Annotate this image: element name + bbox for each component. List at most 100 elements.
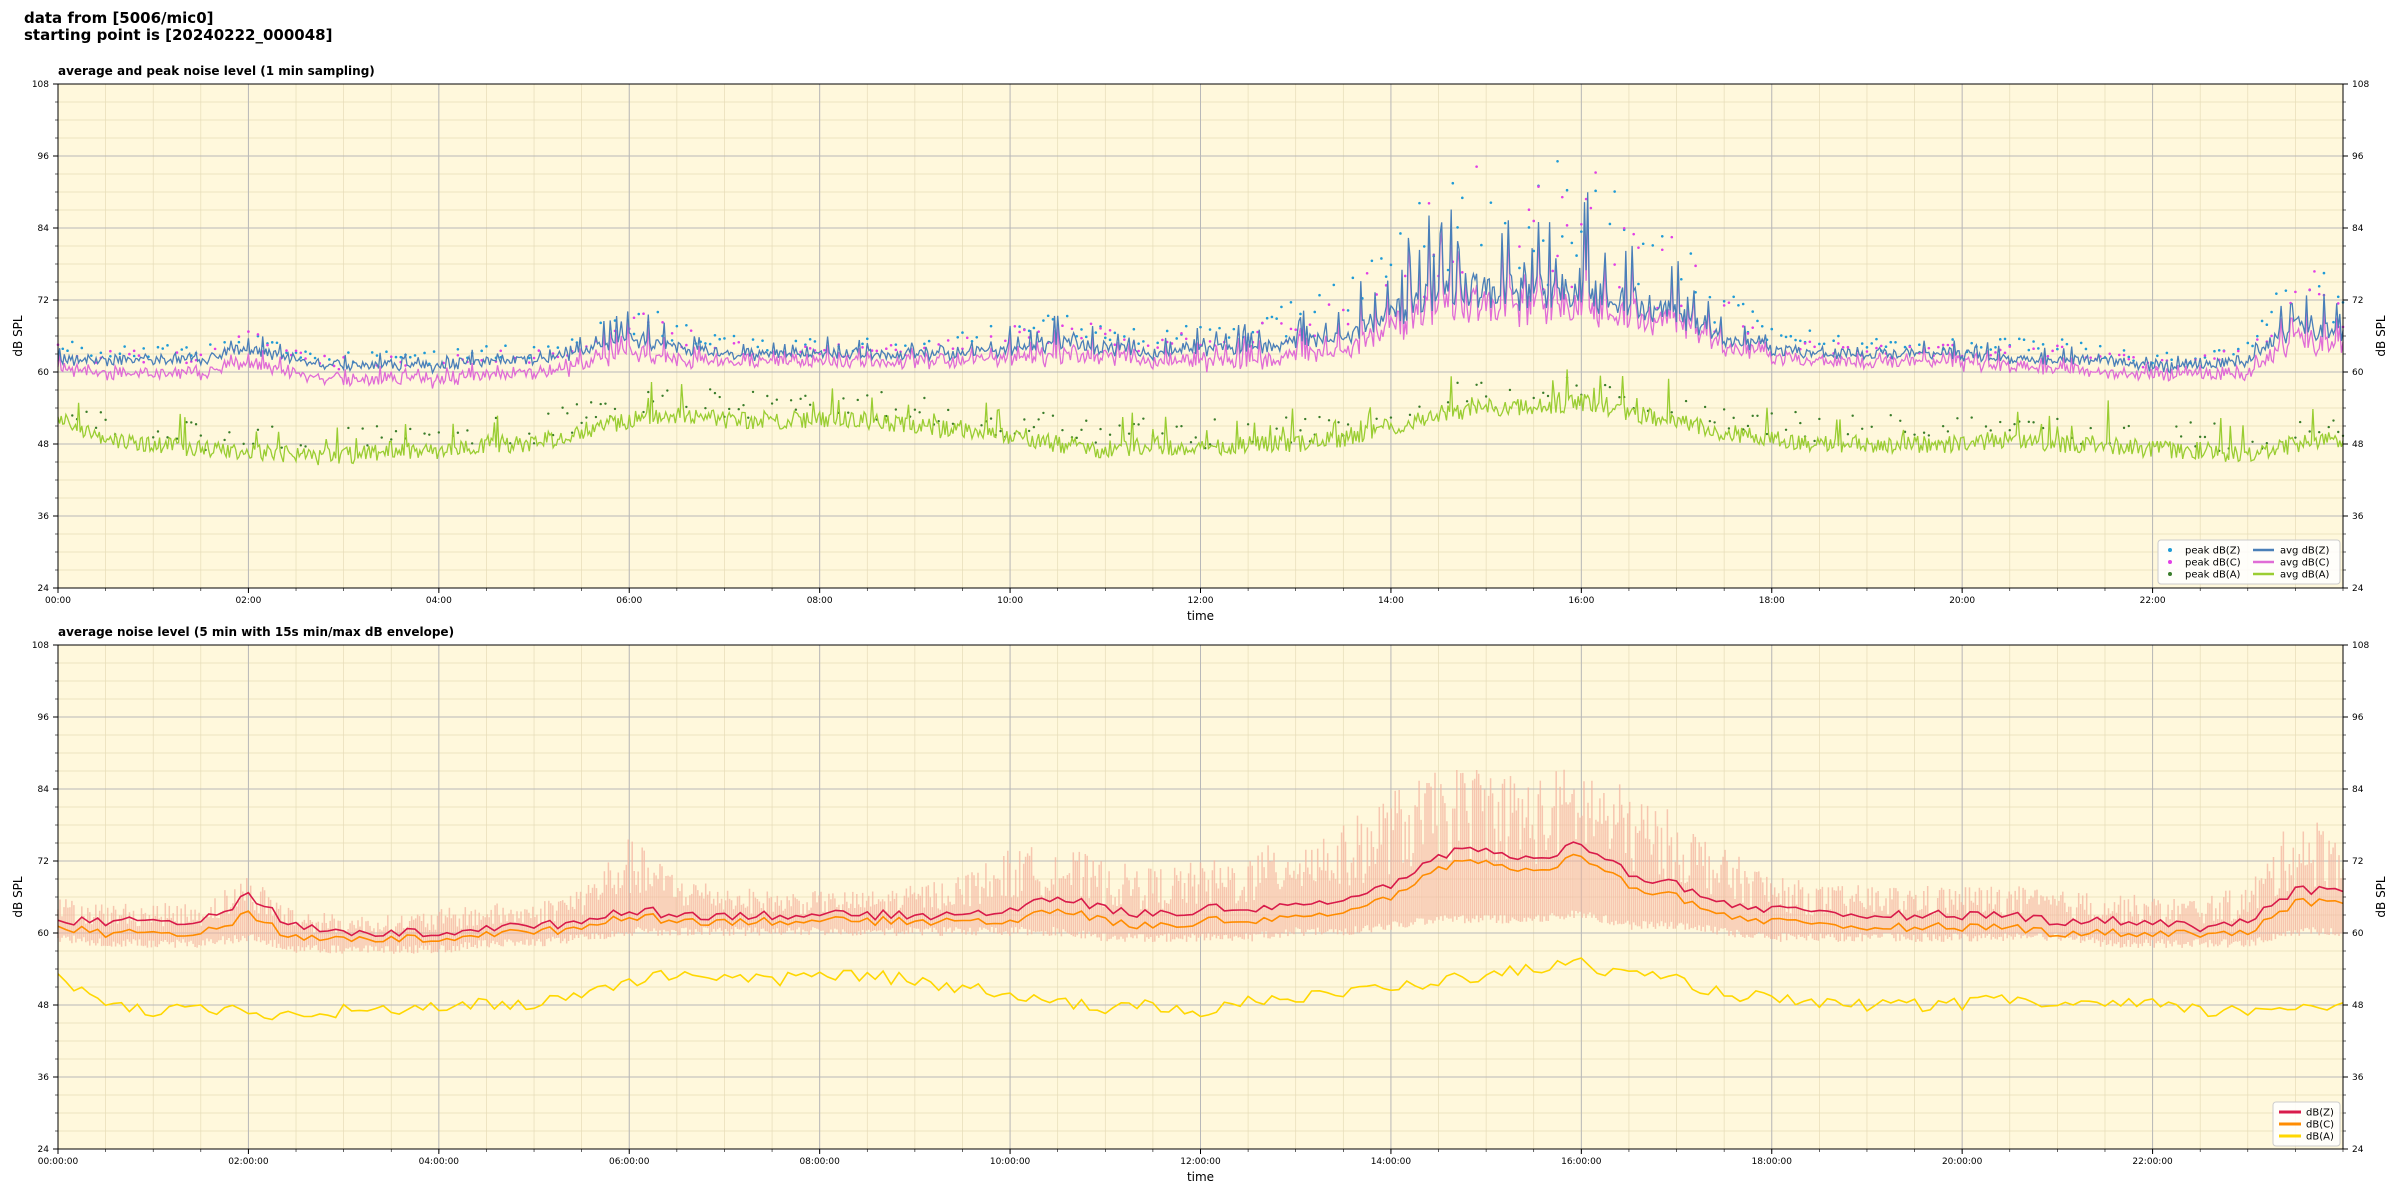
legend-label: avg dB(A) — [2280, 570, 2330, 581]
peak-dbz-dot — [1556, 159, 1559, 163]
peak-dbc-dot — [1346, 322, 1350, 326]
y-tick-label-right: 96 — [2352, 152, 2364, 162]
peak-dbc-dot — [1670, 235, 1674, 239]
chart-title: average and peak noise level (1 min samp… — [58, 64, 375, 78]
peak-dbz-dot — [1918, 343, 1921, 347]
peak-dba-dot — [1860, 427, 1864, 430]
peak-dba-dot — [1575, 384, 1578, 387]
x-tick-label: 18:00 — [1759, 596, 1785, 606]
peak-dba-dot — [2332, 419, 2335, 422]
peak-dbc-dot — [1908, 345, 1912, 349]
peak-dbz-dot — [66, 349, 69, 353]
peak-dba-dot — [390, 438, 393, 441]
peak-dba-dot — [175, 437, 179, 440]
peak-dba-dot — [1465, 400, 1469, 403]
peak-dba-dot — [2251, 440, 2254, 443]
peak-dbc-dot — [1846, 345, 1850, 349]
peak-dba-dot — [913, 408, 917, 411]
peak-dbc-dot — [885, 347, 888, 351]
peak-dbc-dot — [1746, 332, 1750, 335]
x-tick-label: 04:00 — [426, 596, 452, 606]
peak-dba-dot — [737, 407, 740, 411]
peak-dba-dot — [1094, 441, 1097, 444]
peak-dbz-dot — [485, 345, 488, 348]
peak-dba-dot — [1408, 413, 1412, 417]
peak-dbz-dot — [2217, 348, 2221, 352]
avg-dbz-line — [57, 192, 2344, 375]
y-tick-label-left: 84 — [38, 224, 50, 234]
y-tick-label-right: 48 — [2352, 1001, 2364, 1011]
peak-dba-dot — [1732, 416, 1735, 420]
peak-dba-dot — [1751, 414, 1754, 418]
peak-dba-dot — [804, 394, 807, 398]
peak-dbz-dot — [1384, 275, 1388, 278]
peak-dbc-dot — [1865, 350, 1869, 353]
peak-dbc-dot — [537, 349, 541, 352]
peak-dbc-dot — [1694, 264, 1697, 268]
peak-dbz-dot — [504, 344, 507, 348]
peak-dbc-dot — [1289, 327, 1293, 331]
peak-dbc-dot — [304, 357, 307, 360]
peak-dba-dot — [570, 431, 574, 434]
peak-dbz-dot — [309, 352, 312, 356]
peak-dbz-dot — [766, 349, 769, 352]
peak-dba-dot — [509, 442, 512, 445]
peak-dbz-dot — [2022, 338, 2026, 342]
peak-dbz-dot — [1137, 342, 1140, 345]
peak-dba-dot — [2179, 435, 2183, 438]
peak-dbz-dot — [1461, 196, 1464, 200]
peak-dbc-dot — [1123, 338, 1126, 341]
peak-dbz-dot — [413, 354, 417, 357]
y-tick-label-left: 36 — [38, 1073, 50, 1083]
peak-dba-dot — [747, 416, 750, 419]
peak-dbc-dot — [632, 316, 636, 320]
peak-dbc-dot — [323, 354, 326, 358]
x-tick-label: 00:00:00 — [38, 1157, 79, 1167]
peak-dbc-dot — [1941, 343, 1945, 347]
peak-dba-dot — [999, 429, 1002, 433]
peak-dba-dot — [1304, 417, 1307, 421]
dbz-line — [57, 841, 2344, 938]
peak-dbz-dot — [675, 324, 679, 328]
peak-dbz-dot — [1994, 345, 1997, 349]
peak-dbz-dot — [275, 341, 279, 345]
avg-dbc-line — [57, 201, 2344, 389]
peak-dbz-dot — [2213, 349, 2216, 353]
peak-dbz-dot — [1565, 188, 1569, 192]
peak-dba-dot — [2327, 425, 2330, 429]
legend-box — [2157, 539, 2341, 585]
peak-dbc-dot — [1146, 344, 1150, 347]
peak-dba-dot — [770, 402, 774, 405]
peak-dbz-dot — [142, 347, 145, 350]
legend-label: dB(Z) — [2306, 1108, 2334, 1119]
peak-dbz-dot — [156, 345, 160, 349]
peak-dbz-dot — [1227, 336, 1231, 339]
peak-dba-dot — [409, 427, 412, 431]
peak-dbz-dot — [1142, 340, 1145, 343]
peak-dba-dot — [1722, 408, 1726, 411]
peak-dba-dot — [1999, 420, 2002, 424]
peak-dba-dot — [456, 431, 460, 434]
peak-dbc-dot — [1660, 248, 1664, 252]
x-tick-label: 02:00:00 — [228, 1157, 269, 1167]
peak-dbz-dot — [923, 342, 926, 346]
peak-dbc-dot — [1580, 222, 1583, 226]
x-tick-label: 10:00:00 — [990, 1157, 1031, 1167]
peak-dbz-dot — [1099, 325, 1102, 328]
peak-dbc-dot — [1556, 254, 1559, 258]
peak-dba-dot — [1137, 423, 1140, 426]
peak-dba-dot — [1085, 419, 1088, 422]
peak-dbz-dot — [808, 337, 812, 341]
avg-dba-line — [57, 369, 2344, 466]
peak-dbc-dot — [1013, 324, 1017, 328]
peak-dbz-dot — [865, 337, 869, 341]
peak-dbz-dot — [1251, 330, 1255, 334]
peak-dbz-dot — [1027, 329, 1031, 333]
legend-label: dB(C) — [2306, 1120, 2334, 1131]
peak-dba-dot — [394, 429, 398, 433]
peak-dbc-dot — [527, 361, 531, 364]
x-tick-label: 12:00:00 — [1180, 1157, 1221, 1167]
peak-dba-dot — [1375, 417, 1378, 420]
peak-dbz-dot — [1722, 299, 1726, 303]
peak-dbz-dot — [547, 345, 550, 348]
